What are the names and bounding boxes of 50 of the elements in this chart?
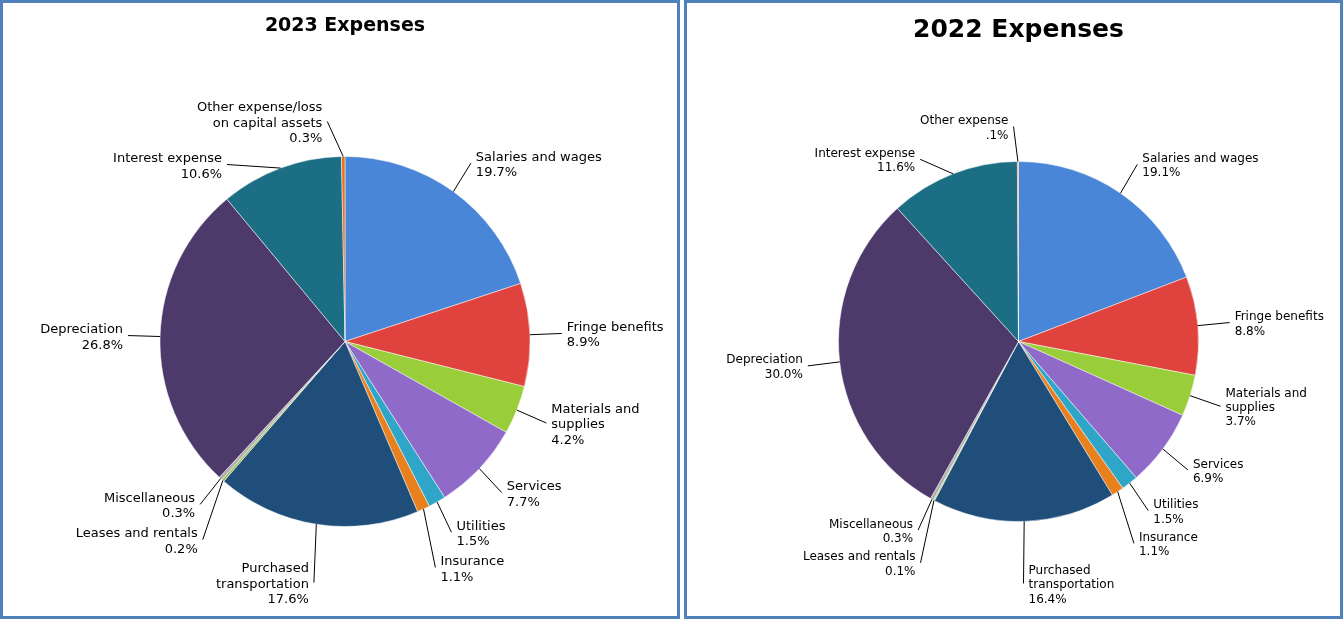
slice-label: Miscellaneous bbox=[829, 516, 914, 531]
slice-label: Depreciation bbox=[726, 352, 803, 367]
slice-label: Depreciation bbox=[40, 320, 124, 336]
data-label: 0.1% bbox=[885, 563, 916, 578]
data-label: 0.3% bbox=[882, 531, 914, 546]
slice-label: Fringe benefits bbox=[566, 318, 664, 334]
slice-label: Leases and rentals bbox=[75, 525, 198, 541]
data-label: 19.7% bbox=[475, 164, 518, 180]
data-label: 1.1% bbox=[440, 568, 474, 584]
data-label: 1.5% bbox=[1153, 511, 1184, 526]
data-label: 17.6% bbox=[267, 591, 309, 607]
data-label: 10.6% bbox=[180, 165, 223, 181]
slice-label: Utilities bbox=[1153, 497, 1199, 512]
slice-label: Interest expense bbox=[113, 149, 223, 165]
slice-label: Utilities bbox=[456, 517, 506, 533]
slice-label: Other expense bbox=[920, 113, 1009, 128]
chart-title: 2023 Expenses bbox=[264, 13, 426, 35]
slice-label: Miscellaneous bbox=[104, 489, 196, 505]
data-label: 0.2% bbox=[164, 540, 198, 556]
slice-label: Fringe benefits bbox=[1234, 309, 1324, 324]
data-label: 26.8% bbox=[81, 336, 124, 352]
data-label: 1.1% bbox=[1138, 544, 1170, 559]
slice-label: Other expense/loss on capital assets bbox=[197, 99, 323, 130]
data-label: 0.3% bbox=[162, 505, 196, 521]
slice-label: Leases and rentals bbox=[802, 549, 916, 564]
data-label: 7.7% bbox=[506, 493, 540, 509]
data-label: 6.9% bbox=[1192, 470, 1224, 485]
data-label: 19.1% bbox=[1142, 165, 1181, 180]
slice-label: Materials and supplies bbox=[551, 400, 640, 432]
slice-label: Salaries and wages bbox=[475, 148, 602, 164]
data-label: 0.3% bbox=[289, 130, 323, 146]
slice-label: Interest expense bbox=[814, 145, 916, 160]
data-label: 30.0% bbox=[764, 366, 803, 381]
data-label: .1% bbox=[985, 127, 1009, 142]
slice-label: Insurance bbox=[1138, 530, 1198, 545]
data-label: 4.2% bbox=[551, 431, 585, 447]
data-label: 8.9% bbox=[566, 334, 600, 350]
slice-label: Purchased transportation bbox=[1028, 562, 1115, 592]
data-label: 16.4% bbox=[1028, 591, 1067, 606]
slice-label: Insurance bbox=[440, 552, 505, 568]
data-label: 11.6% bbox=[877, 160, 916, 175]
chart-title: 2022 Expenses bbox=[913, 14, 1124, 43]
slice-label: Salaries and wages bbox=[1142, 150, 1259, 165]
slice-label: Materials and supplies bbox=[1225, 385, 1307, 415]
data-label: 3.7% bbox=[1225, 414, 1257, 429]
slice-label: Purchased transportation bbox=[215, 560, 309, 591]
slice-label: Services bbox=[506, 478, 562, 494]
slice-label: Services bbox=[1192, 456, 1244, 471]
data-label: 1.5% bbox=[456, 533, 490, 549]
data-label: 8.8% bbox=[1234, 323, 1266, 338]
